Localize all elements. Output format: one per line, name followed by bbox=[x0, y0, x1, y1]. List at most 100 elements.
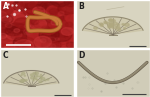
Circle shape bbox=[29, 18, 47, 30]
Circle shape bbox=[11, 31, 27, 41]
Circle shape bbox=[34, 36, 51, 48]
Circle shape bbox=[105, 22, 107, 24]
Circle shape bbox=[46, 3, 66, 16]
Text: B: B bbox=[79, 2, 84, 11]
Circle shape bbox=[33, 11, 47, 20]
Circle shape bbox=[39, 81, 42, 83]
Circle shape bbox=[39, 0, 48, 5]
Circle shape bbox=[68, 32, 77, 37]
Circle shape bbox=[94, 27, 97, 29]
Circle shape bbox=[36, 75, 38, 77]
Circle shape bbox=[4, 41, 7, 43]
Polygon shape bbox=[4, 71, 59, 86]
Circle shape bbox=[27, 40, 46, 53]
Circle shape bbox=[50, 33, 69, 45]
Circle shape bbox=[40, 78, 42, 79]
Circle shape bbox=[19, 0, 37, 7]
Circle shape bbox=[49, 9, 59, 15]
Circle shape bbox=[34, 72, 39, 75]
Circle shape bbox=[19, 41, 39, 54]
Circle shape bbox=[41, 10, 44, 12]
Circle shape bbox=[15, 1, 18, 3]
Circle shape bbox=[35, 21, 45, 27]
Circle shape bbox=[8, 29, 20, 37]
Circle shape bbox=[22, 72, 25, 74]
Circle shape bbox=[33, 7, 45, 15]
Circle shape bbox=[23, 29, 33, 35]
Circle shape bbox=[24, 41, 44, 54]
Circle shape bbox=[0, 6, 8, 12]
Circle shape bbox=[40, 22, 46, 26]
Circle shape bbox=[0, 11, 7, 18]
Circle shape bbox=[19, 45, 25, 50]
Circle shape bbox=[41, 32, 56, 42]
Circle shape bbox=[9, 14, 28, 26]
Circle shape bbox=[123, 28, 126, 29]
Circle shape bbox=[34, 78, 36, 79]
Circle shape bbox=[110, 23, 114, 26]
Circle shape bbox=[20, 0, 36, 8]
Circle shape bbox=[6, 30, 22, 40]
Circle shape bbox=[16, 37, 26, 43]
Circle shape bbox=[14, 10, 21, 14]
Circle shape bbox=[0, 29, 8, 36]
Circle shape bbox=[48, 18, 68, 32]
Circle shape bbox=[48, 37, 56, 42]
Circle shape bbox=[110, 19, 112, 21]
Circle shape bbox=[20, 1, 39, 14]
Circle shape bbox=[35, 28, 45, 34]
Circle shape bbox=[0, 14, 12, 26]
Circle shape bbox=[109, 23, 113, 25]
Circle shape bbox=[14, 17, 33, 30]
Circle shape bbox=[99, 23, 103, 26]
Circle shape bbox=[5, 23, 12, 28]
Circle shape bbox=[0, 33, 7, 39]
Circle shape bbox=[65, 18, 68, 20]
Circle shape bbox=[55, 38, 59, 41]
Circle shape bbox=[2, 0, 11, 4]
Circle shape bbox=[0, 21, 13, 35]
Circle shape bbox=[40, 11, 47, 15]
Circle shape bbox=[39, 76, 40, 77]
Circle shape bbox=[19, 0, 38, 8]
Circle shape bbox=[0, 25, 19, 37]
Circle shape bbox=[48, 0, 67, 9]
Circle shape bbox=[41, 25, 56, 35]
Circle shape bbox=[31, 43, 34, 45]
Circle shape bbox=[61, 27, 73, 35]
Circle shape bbox=[40, 13, 48, 18]
Circle shape bbox=[30, 74, 34, 76]
Circle shape bbox=[14, 42, 28, 51]
Text: D: D bbox=[79, 51, 85, 60]
Circle shape bbox=[1, 41, 4, 43]
Circle shape bbox=[42, 2, 60, 14]
Circle shape bbox=[0, 15, 13, 23]
Circle shape bbox=[24, 24, 31, 28]
Circle shape bbox=[14, 40, 34, 52]
Circle shape bbox=[20, 80, 24, 83]
Circle shape bbox=[114, 22, 117, 25]
Circle shape bbox=[41, 76, 42, 77]
Circle shape bbox=[17, 19, 30, 27]
Circle shape bbox=[50, 0, 71, 7]
Circle shape bbox=[104, 21, 107, 23]
Circle shape bbox=[37, 14, 56, 26]
Circle shape bbox=[2, 39, 21, 51]
Circle shape bbox=[0, 6, 13, 15]
Circle shape bbox=[21, 75, 22, 76]
Circle shape bbox=[23, 3, 41, 15]
Circle shape bbox=[66, 32, 81, 41]
Circle shape bbox=[66, 14, 80, 23]
Circle shape bbox=[39, 28, 59, 41]
Circle shape bbox=[24, 75, 26, 76]
Circle shape bbox=[45, 30, 48, 32]
Circle shape bbox=[58, 2, 78, 15]
Circle shape bbox=[63, 8, 66, 10]
Circle shape bbox=[31, 77, 34, 79]
Circle shape bbox=[36, 39, 40, 42]
Circle shape bbox=[70, 13, 74, 15]
Circle shape bbox=[23, 0, 30, 3]
Circle shape bbox=[42, 39, 61, 52]
Circle shape bbox=[16, 34, 21, 37]
Circle shape bbox=[42, 26, 49, 30]
